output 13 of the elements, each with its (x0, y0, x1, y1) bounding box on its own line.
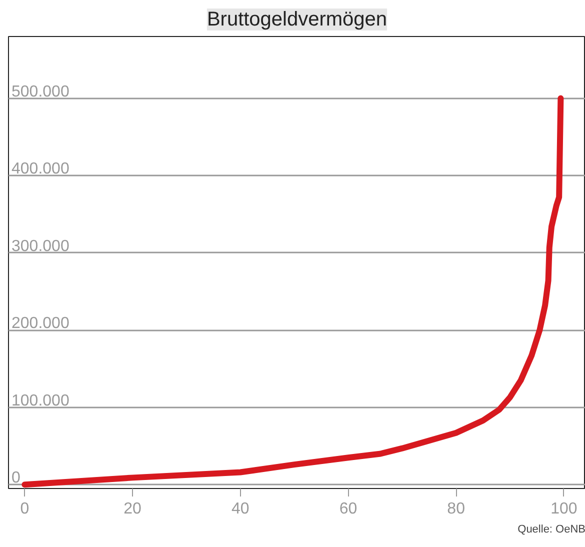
chart-title: Bruttogeldvermögen (206, 8, 388, 30)
y-tick-label: 0 (12, 470, 20, 487)
x-tick-label: 20 (124, 500, 142, 518)
y-tick-label: 400.000 (12, 160, 70, 178)
y-tick-label: 200.000 (12, 315, 70, 332)
x-tick-label: 40 (231, 500, 250, 518)
x-tick-label: 80 (447, 500, 466, 518)
y-tick-label: 500.000 (12, 83, 70, 100)
y-tick-label: 300.000 (12, 238, 70, 255)
y-tick-label: 100.000 (12, 392, 70, 410)
x-tick-label: 60 (339, 500, 358, 518)
x-tick-label: 100 (550, 500, 578, 518)
source-note: Quelle: OeNB (518, 524, 585, 536)
